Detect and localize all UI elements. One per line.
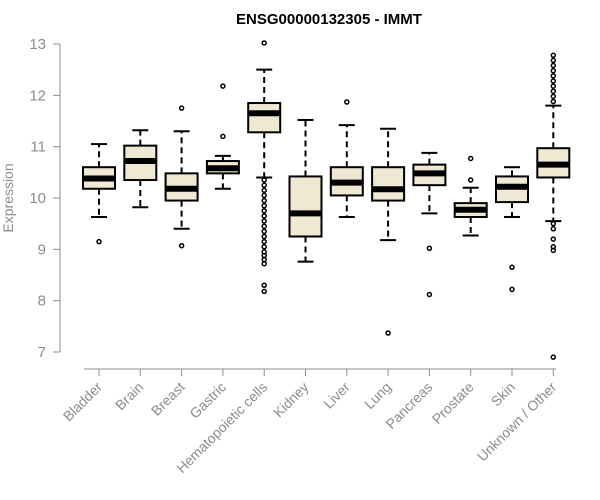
outlier-point <box>509 264 515 271</box>
outlier-point <box>550 52 557 59</box>
outlier-point <box>261 233 267 240</box>
box-gastric <box>205 83 240 190</box>
y-tick-label: 12 <box>29 87 46 104</box>
box-hematopoietic-cells <box>247 40 282 295</box>
outlier-point <box>509 286 515 293</box>
outlier-point <box>178 242 185 249</box>
box-brain <box>123 129 158 209</box>
outlier-point <box>550 93 557 100</box>
outlier-point <box>261 223 267 229</box>
box-breast <box>164 105 199 249</box>
box-lung <box>371 127 406 336</box>
outlier-point <box>550 78 557 84</box>
box-pancreas <box>412 151 447 298</box>
x-tick-label: Liver <box>320 379 353 412</box>
outlier-point <box>261 182 267 188</box>
outlier-point <box>261 208 267 214</box>
box-liver <box>329 99 364 218</box>
outlier-point <box>261 288 267 295</box>
y-tick-label: 7 <box>38 344 46 361</box>
chart-title: ENSG00000132305 - IMMT <box>236 11 422 28</box>
outlier-point <box>550 88 557 94</box>
box-bladder <box>82 143 116 245</box>
outlier-point <box>550 57 557 64</box>
outlier-point <box>261 187 267 194</box>
y-tick-label: 8 <box>38 293 46 310</box>
box-unknown-other <box>536 52 571 360</box>
outlier-point <box>261 177 267 183</box>
outlier-point <box>261 228 267 235</box>
outlier-point <box>344 99 350 105</box>
outlier-point <box>261 260 267 267</box>
outlier-point <box>261 202 267 209</box>
y-ticks: 7 8 9 10 11 12 13 <box>29 36 60 361</box>
y-tick-label: 9 <box>38 241 46 258</box>
outlier-point <box>550 67 557 74</box>
box-kidney <box>288 118 323 263</box>
outlier-point <box>550 354 557 360</box>
x-tick-label: Bladder <box>60 379 106 425</box>
y-axis-label: Expression <box>0 163 16 232</box>
boxes-layer <box>82 40 571 360</box>
outlier-point <box>467 177 474 183</box>
outlier-point <box>261 40 267 46</box>
outlier-point <box>550 247 557 254</box>
outlier-point <box>550 62 557 69</box>
x-tick-label: Brain <box>112 379 146 413</box>
y-tick-label: 10 <box>29 190 46 207</box>
outlier-point <box>96 238 102 245</box>
box-iqr <box>247 102 282 134</box>
outlier-point <box>426 245 433 252</box>
outlier-point <box>178 105 185 111</box>
outlier-point <box>261 192 267 199</box>
x-tick-label: Prostate <box>429 379 477 427</box>
outlier-point <box>550 220 557 227</box>
outlier-point <box>550 98 557 105</box>
outlier-point <box>550 226 557 232</box>
box-prostate <box>453 155 488 237</box>
outlier-point <box>220 83 226 89</box>
y-tick-label: 13 <box>29 36 46 53</box>
outlier-point <box>385 330 391 336</box>
outlier-point <box>550 83 557 89</box>
outlier-point <box>261 213 267 219</box>
x-tick-label: Kidney <box>270 379 312 421</box>
x-tick-label: Lung <box>361 379 394 412</box>
outlier-point <box>467 155 474 162</box>
outlier-point <box>261 218 267 224</box>
x-tick-label: Skin <box>488 379 519 410</box>
outlier-point <box>261 197 267 204</box>
box-iqr <box>371 166 406 202</box>
outlier-point <box>220 133 226 140</box>
outlier-point <box>550 73 557 79</box>
x-tick-label: Breast <box>148 379 188 419</box>
outlier-point <box>550 236 557 242</box>
y-tick-label: 11 <box>30 139 46 156</box>
box-skin <box>495 166 529 293</box>
outlier-point <box>426 291 433 298</box>
outlier-point <box>261 238 267 245</box>
outlier-point <box>261 282 267 289</box>
outlier-point <box>261 244 267 250</box>
box-iqr <box>288 175 323 238</box>
